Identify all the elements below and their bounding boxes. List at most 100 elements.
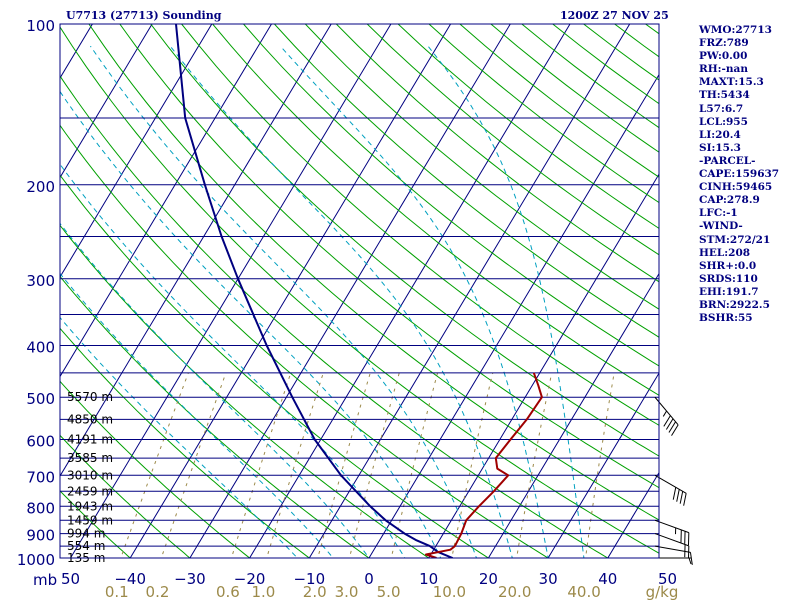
height-label: 2459 m (67, 484, 113, 498)
thermo-grid (60, 24, 659, 558)
barb-flag (672, 487, 677, 500)
pressure-tick-label: 800 (26, 499, 55, 517)
mixing-ratio-label: 20.0 (498, 583, 531, 600)
dry-adiabat (60, 75, 609, 558)
pressure-tick-label: 300 (26, 272, 55, 290)
index-item: STM:272/21 (699, 233, 771, 246)
isotherm-line (60, 24, 272, 378)
dry-adiabat (274, 24, 659, 338)
isotherm-line (69, 24, 392, 558)
index-item: RH:-nan (699, 63, 748, 76)
dry-adiabat (60, 26, 659, 554)
index-item: CAPE:159637 (699, 168, 780, 181)
mixing-ratio-label: 1.0 (251, 583, 275, 600)
height-label: 4191 m (67, 433, 113, 447)
height-labels: 5570 m 4850 m 4191 m 3585 m 3010 m 2459 m1943… (67, 390, 113, 565)
temperature-tick-label: 50 (61, 570, 80, 588)
pressure-tick-label: 200 (26, 178, 55, 196)
barb-flag (668, 421, 676, 433)
dry-adiabat (60, 124, 550, 558)
barb-half-flag (662, 410, 667, 417)
moist-adiabat (279, 45, 549, 558)
temperature-tick-label: 50 (658, 570, 677, 588)
moist-adiabat (60, 222, 370, 558)
isotherm-line (368, 73, 659, 558)
moist-adiabat (169, 45, 513, 558)
station-title: U7713 (27713) Sounding (66, 9, 222, 22)
dry-adiabat (366, 24, 659, 256)
index-item: -WIND- (699, 220, 743, 233)
index-item: CINH:59465 (699, 181, 773, 194)
index-item: LCL:955 (699, 115, 748, 128)
wind-barb (654, 519, 690, 546)
temperature-tick-label: −10 (293, 570, 325, 588)
pressure-tick-label: 400 (26, 339, 55, 357)
index-item: EHI:191.7 (699, 285, 759, 298)
index-item: TH:5434 (699, 89, 750, 102)
dry-adiabat (119, 24, 659, 489)
temperature-tick-label: 20 (479, 570, 498, 588)
index-item: CAP:278.9 (699, 194, 760, 207)
moist-adiabat (60, 272, 334, 558)
moist-adiabat (89, 45, 478, 558)
height-label: 3010 m (67, 468, 113, 482)
dry-adiabat (60, 224, 430, 558)
barb-flag (679, 491, 684, 504)
index-item: LI:20.4 (699, 128, 741, 141)
index-item: WMO:27713 (699, 24, 772, 36)
index-item: SRDS:110 (699, 272, 758, 285)
wind-barb (654, 545, 693, 565)
mixing-ratio-label: 3.0 (335, 583, 359, 600)
index-item: -PARCEL- (699, 154, 756, 167)
temperature-tick-label: 40 (598, 570, 617, 588)
profiles (175, 24, 543, 558)
pressure-unit-label: mb (33, 571, 57, 589)
barb-flag (671, 424, 679, 436)
isotherm-line (60, 24, 213, 278)
pressure-tick-label: 500 (26, 390, 55, 408)
moist-adiabat (60, 163, 406, 558)
isotherm-line (249, 24, 571, 558)
temperature-tick-label: 30 (539, 570, 558, 588)
dry-adiabat (243, 24, 659, 367)
barb-staff (654, 474, 687, 494)
dry-adiabat (60, 380, 251, 558)
moist-adiabat (60, 90, 442, 558)
height-label: 4850 m (67, 412, 113, 426)
isotherm-line (129, 24, 452, 558)
isotherm-line (60, 24, 153, 179)
mixing-ratio-label: 0.2 (146, 583, 170, 600)
dry-adiabat (60, 490, 131, 558)
pressure-tick-label: 700 (26, 468, 55, 486)
dry-adiabat (212, 24, 659, 396)
index-item: LFC:-1 (699, 207, 738, 220)
dry-adiabat (335, 24, 659, 283)
mixing-ratio-label: 10.0 (433, 583, 466, 600)
isotherm-line (60, 24, 332, 477)
height-label: 1459 m (67, 513, 113, 527)
index-item: SI:15.3 (699, 141, 741, 154)
barb-flag (683, 493, 687, 506)
dry-adiabat (304, 24, 659, 310)
height-label: 1943 m (67, 499, 113, 513)
height-label: 5570 m (67, 390, 113, 404)
dry-adiabat (150, 24, 659, 457)
temperature-tick-label: 0 (364, 570, 374, 588)
isotherm-line (547, 372, 659, 558)
wind-barb (654, 533, 690, 559)
index-item: L57:6.7 (699, 102, 744, 115)
pressure-tick-label: 100 (26, 17, 55, 35)
temperature-tick-label: −20 (234, 570, 266, 588)
barb-flag (676, 489, 680, 502)
index-item: HEL:208 (699, 246, 751, 259)
height-label: 3585 m (67, 451, 113, 465)
dry-adiabat (88, 24, 659, 521)
dry-adiabat (60, 434, 191, 558)
moist-adiabat (427, 45, 585, 558)
temperature-tick-label: 10 (419, 570, 438, 588)
mixing-ratio-label: 2.0 (303, 583, 327, 600)
mixing-ratio-label: 0.1 (105, 583, 129, 600)
barb-staff (654, 545, 691, 553)
